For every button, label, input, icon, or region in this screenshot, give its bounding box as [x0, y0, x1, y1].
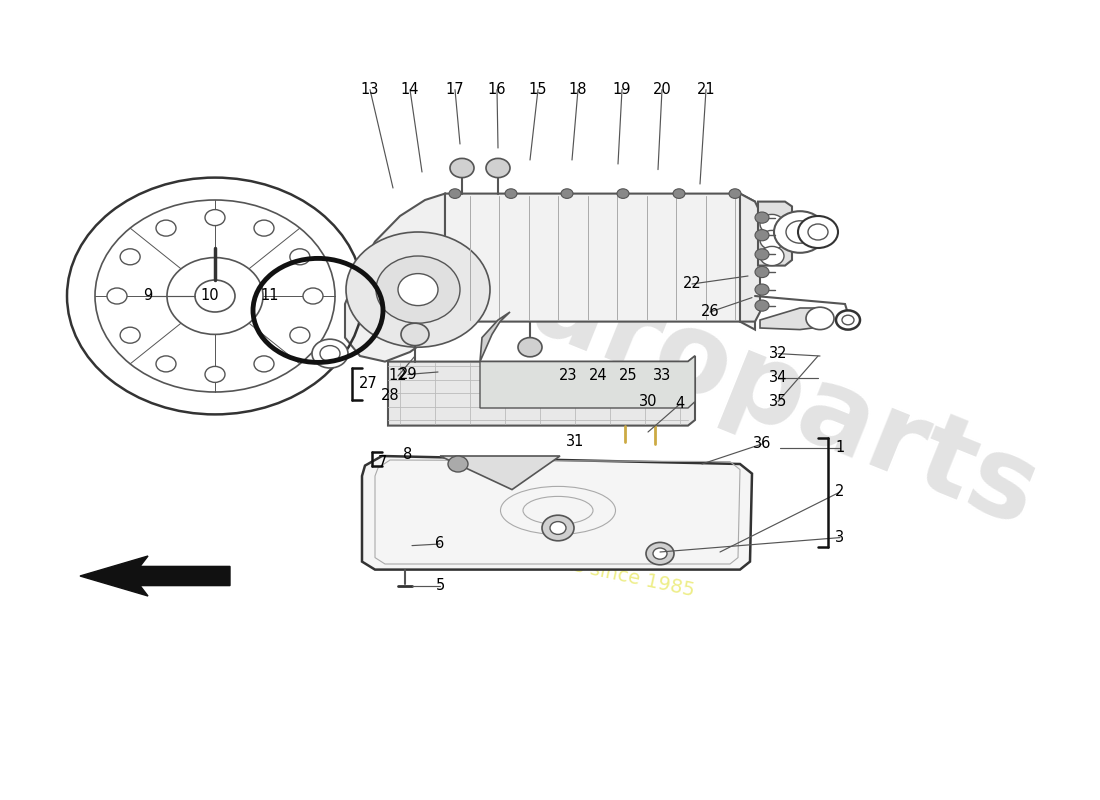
Text: 19: 19	[613, 82, 631, 97]
Circle shape	[786, 221, 814, 243]
Circle shape	[755, 284, 769, 295]
Text: 1: 1	[835, 441, 845, 455]
Text: 28: 28	[381, 389, 399, 403]
Text: 29: 29	[398, 367, 417, 382]
Polygon shape	[440, 456, 560, 490]
Text: 31: 31	[565, 434, 584, 449]
Text: 25: 25	[618, 369, 637, 383]
Circle shape	[290, 249, 310, 265]
Circle shape	[646, 542, 674, 565]
Circle shape	[806, 307, 834, 330]
Text: 7: 7	[377, 455, 387, 470]
Circle shape	[755, 212, 769, 223]
Circle shape	[290, 327, 310, 343]
Polygon shape	[758, 202, 792, 266]
Circle shape	[320, 346, 340, 362]
Text: 22: 22	[683, 277, 702, 291]
Polygon shape	[345, 194, 446, 362]
Circle shape	[167, 258, 263, 334]
Circle shape	[402, 323, 429, 346]
Text: 34: 34	[769, 370, 788, 385]
Text: 16: 16	[487, 82, 506, 97]
Polygon shape	[388, 356, 695, 426]
Polygon shape	[480, 312, 510, 362]
Text: 3: 3	[835, 530, 845, 545]
Circle shape	[842, 315, 854, 325]
Text: 12: 12	[388, 369, 407, 383]
Text: 36: 36	[752, 437, 771, 451]
Text: 6: 6	[436, 537, 444, 551]
Circle shape	[450, 158, 474, 178]
Text: 33: 33	[653, 369, 671, 383]
Text: 8: 8	[404, 447, 412, 462]
Text: 5: 5	[436, 578, 444, 593]
Text: 13: 13	[361, 82, 379, 97]
Circle shape	[486, 158, 510, 178]
Circle shape	[205, 366, 225, 382]
Text: 32: 32	[769, 346, 788, 361]
Circle shape	[302, 288, 323, 304]
Circle shape	[312, 339, 348, 368]
Polygon shape	[760, 308, 828, 330]
Circle shape	[760, 214, 784, 234]
Circle shape	[760, 230, 784, 250]
Circle shape	[653, 548, 667, 559]
Circle shape	[808, 224, 828, 240]
Text: 11: 11	[261, 289, 279, 303]
Text: 15: 15	[529, 82, 548, 97]
Circle shape	[254, 220, 274, 236]
Circle shape	[755, 249, 769, 260]
Text: 23: 23	[559, 369, 578, 383]
Circle shape	[561, 189, 573, 198]
Polygon shape	[446, 194, 755, 330]
Circle shape	[107, 288, 126, 304]
Text: 18: 18	[569, 82, 587, 97]
Circle shape	[760, 246, 784, 266]
Text: 24: 24	[588, 369, 607, 383]
Text: 27: 27	[359, 377, 377, 391]
Circle shape	[836, 310, 860, 330]
Circle shape	[120, 249, 140, 265]
Text: 17: 17	[446, 82, 464, 97]
Circle shape	[205, 210, 225, 226]
Circle shape	[156, 356, 176, 372]
Text: 26: 26	[701, 305, 719, 319]
Text: europarts: europarts	[443, 219, 1053, 549]
Circle shape	[195, 280, 235, 312]
Circle shape	[120, 327, 140, 343]
Circle shape	[346, 232, 490, 347]
Text: 30: 30	[639, 394, 658, 409]
Polygon shape	[80, 556, 230, 596]
Circle shape	[156, 220, 176, 236]
Text: 9: 9	[143, 289, 153, 303]
Circle shape	[254, 356, 274, 372]
Circle shape	[673, 189, 685, 198]
Circle shape	[448, 456, 468, 472]
Text: 14: 14	[400, 82, 419, 97]
Circle shape	[755, 300, 769, 311]
Text: 10: 10	[200, 289, 219, 303]
Circle shape	[550, 522, 566, 534]
Polygon shape	[480, 356, 695, 408]
Circle shape	[542, 515, 574, 541]
Circle shape	[755, 266, 769, 278]
Circle shape	[755, 230, 769, 241]
Circle shape	[617, 189, 629, 198]
Polygon shape	[740, 194, 760, 322]
Text: 20: 20	[652, 82, 671, 97]
Circle shape	[398, 274, 438, 306]
Text: 21: 21	[696, 82, 715, 97]
Circle shape	[505, 189, 517, 198]
Circle shape	[774, 211, 826, 253]
Text: 35: 35	[769, 394, 788, 409]
Text: 4: 4	[675, 397, 684, 411]
Polygon shape	[362, 456, 752, 570]
Text: 2: 2	[835, 485, 845, 499]
Circle shape	[518, 338, 542, 357]
Text: a passion for parts since 1985: a passion for parts since 1985	[404, 520, 696, 600]
Circle shape	[449, 189, 461, 198]
Circle shape	[798, 216, 838, 248]
Circle shape	[729, 189, 741, 198]
Circle shape	[376, 256, 460, 323]
